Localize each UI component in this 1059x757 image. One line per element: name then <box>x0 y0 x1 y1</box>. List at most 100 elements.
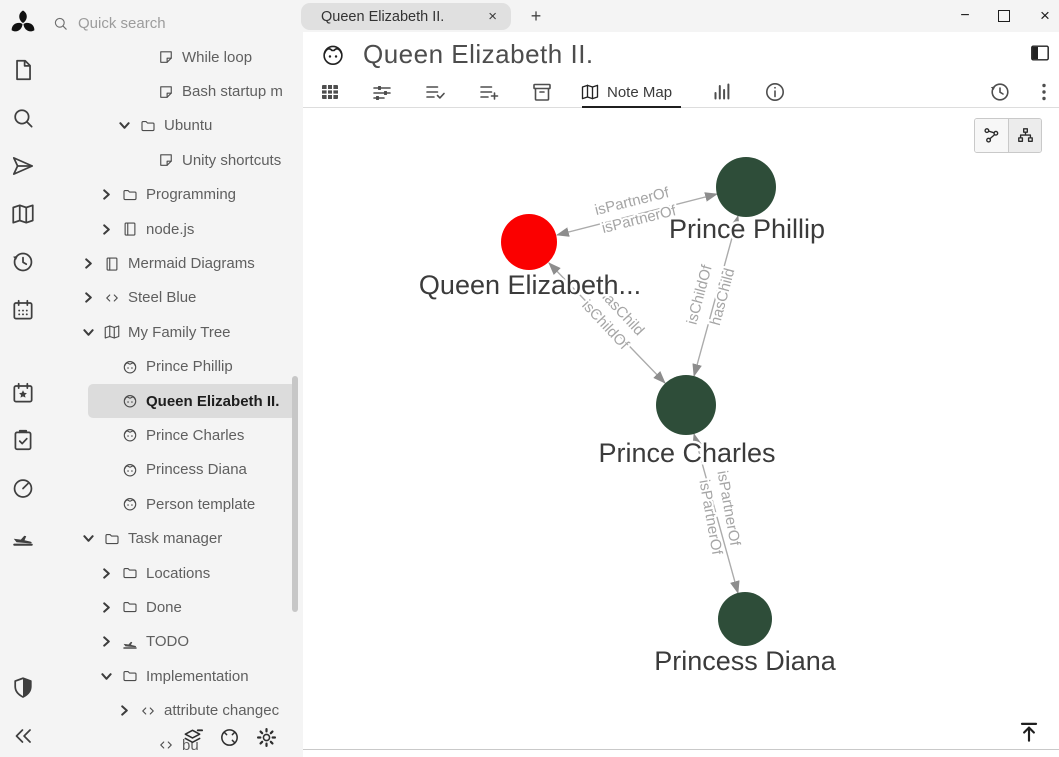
tab-file-properties[interactable] <box>529 79 555 105</box>
quick-search-input[interactable] <box>78 14 258 32</box>
tree-map-button[interactable] <box>1008 119 1041 152</box>
book-icon <box>103 255 121 273</box>
chevron-right-icon[interactable] <box>119 705 139 717</box>
tree-item-ubuntu[interactable]: Ubuntu <box>46 109 296 143</box>
tree-item-nodejs[interactable]: node.js <box>46 212 296 246</box>
tab-queen-elizabeth[interactable]: Queen Elizabeth II. × <box>301 3 511 30</box>
tree-item-attribute-changed[interactable]: attribute changec <box>46 693 296 727</box>
calendar-button[interactable] <box>10 297 36 323</box>
node-prince-phillip[interactable] <box>716 157 776 217</box>
note-title[interactable]: Queen Elizabeth II. <box>363 39 594 69</box>
family-graph[interactable]: isPartnerOf isPartnerOf hasChild isChild… <box>303 109 1059 749</box>
chevron-right-icon[interactable] <box>101 189 121 201</box>
calendar-events-button[interactable] <box>10 380 36 406</box>
tab-basic-properties[interactable] <box>369 79 395 105</box>
kebab-menu-button[interactable] <box>1031 79 1057 105</box>
face-icon <box>121 461 139 479</box>
jump-to-note-button[interactable] <box>10 153 36 179</box>
face-icon <box>121 495 139 513</box>
new-tab-button[interactable]: + <box>530 5 542 26</box>
tree-item-while-loop[interactable]: While loop <box>46 40 296 74</box>
note-title-row: Queen Elizabeth II. <box>303 32 1059 76</box>
tree-item-task-manager[interactable]: Task manager <box>46 521 296 555</box>
protected-session-button[interactable] <box>10 675 36 701</box>
toggle-right-pane-icon[interactable] <box>1029 43 1051 63</box>
scroll-to-top-button[interactable] <box>1016 719 1046 747</box>
tab-similar-notes[interactable] <box>709 79 735 105</box>
chevron-right-icon <box>137 86 157 98</box>
tree-item-implementation[interactable]: Implementation <box>46 659 296 693</box>
tree-item-done[interactable]: Done <box>46 590 296 624</box>
tree-item-label: Implementation <box>146 667 249 685</box>
note-revisions-button[interactable] <box>987 79 1013 105</box>
chevron-down-icon[interactable] <box>83 326 103 338</box>
tree-item-person-template[interactable]: Person template <box>46 487 296 521</box>
note-pane: Queen Elizabeth II. Note Map <box>303 32 1059 757</box>
tree-item-programming[interactable]: Programming <box>46 178 296 212</box>
settings-gear-button[interactable] <box>255 726 278 749</box>
tree-item-steel-blue[interactable]: Steel Blue <box>46 281 296 315</box>
target-button[interactable] <box>218 726 241 749</box>
book-icon <box>121 220 139 238</box>
tab-owned-attributes[interactable] <box>317 79 343 105</box>
tree-scrollbar[interactable] <box>292 376 298 612</box>
link-map-button[interactable] <box>975 119 1008 152</box>
note-map-button[interactable] <box>10 201 36 227</box>
chevron-down-icon[interactable] <box>101 670 121 682</box>
new-note-button[interactable] <box>10 57 36 83</box>
tab-close-icon[interactable]: × <box>488 8 497 25</box>
recent-changes-button[interactable] <box>10 249 36 275</box>
window-minimize-button[interactable]: − <box>960 7 970 24</box>
chevron-right-icon[interactable] <box>101 567 121 579</box>
task-list-button[interactable] <box>10 427 36 453</box>
plane-icon <box>121 633 139 651</box>
chevron-right-icon[interactable] <box>101 636 121 648</box>
tab-note-info[interactable] <box>762 79 788 105</box>
folder-icon <box>121 564 139 582</box>
collapse-sidebar-button[interactable] <box>10 723 36 749</box>
graph-nodes[interactable] <box>501 157 776 646</box>
tree-item-locations[interactable]: Locations <box>46 556 296 590</box>
layers-button[interactable] <box>181 726 204 749</box>
tree-item-label: Bash startup m <box>182 83 283 101</box>
tree-item-prince-phillip[interactable]: Prince Phillip <box>46 350 296 384</box>
note-map-icon <box>580 82 600 102</box>
tree-item-label: attribute changec <box>164 702 280 720</box>
tree-item-my-family-tree[interactable]: My Family Tree <box>46 315 296 349</box>
dashboard-button[interactable] <box>10 475 36 501</box>
chevron-right-icon <box>101 464 121 476</box>
tree-item-label: Ubuntu <box>164 117 213 135</box>
node-prince-charles[interactable] <box>656 375 716 435</box>
window-close-button[interactable]: × <box>1040 6 1050 25</box>
tree-item-unity-shortcuts[interactable]: Unity shortcuts <box>46 143 296 177</box>
quick-search[interactable] <box>52 8 292 38</box>
tab-list-check[interactable] <box>422 79 448 105</box>
tree-item-mermaid-diagrams[interactable]: Mermaid Diagrams <box>46 246 296 280</box>
folder-icon <box>103 530 121 548</box>
chevron-right-icon[interactable] <box>101 601 121 613</box>
tree-item-todo[interactable]: TODO <box>46 625 296 659</box>
tree-item-queen-elizabeth[interactable]: Queen Elizabeth II. <box>88 383 296 419</box>
chevron-right-icon[interactable] <box>83 292 103 304</box>
chevron-right-icon[interactable] <box>101 223 121 235</box>
chevron-down-icon[interactable] <box>119 120 139 132</box>
tree-item-prince-charles[interactable]: Prince Charles <box>46 418 296 452</box>
chevron-down-icon[interactable] <box>83 533 103 545</box>
note-icon <box>157 83 175 101</box>
search-button[interactable] <box>10 105 36 131</box>
node-princess-diana[interactable] <box>718 592 772 646</box>
tab-list-plus[interactable] <box>476 79 502 105</box>
tree-item-princess-diana[interactable]: Princess Diana <box>46 453 296 487</box>
node-queen-elizabeth[interactable] <box>501 214 557 270</box>
window-maximize-button[interactable] <box>991 6 1017 26</box>
note-map-canvas[interactable]: isPartnerOf isPartnerOf hasChild isChild… <box>303 109 1059 749</box>
tree-item-label: Princess Diana <box>146 461 247 479</box>
chevron-right-icon[interactable] <box>83 258 103 270</box>
ribbon-toolbar: Note Map <box>303 76 1059 108</box>
travel-button[interactable] <box>10 523 36 549</box>
tree-item-label: Prince Phillip <box>146 358 233 376</box>
tab-note-map[interactable]: Note Map <box>580 79 672 105</box>
tree-item-bash-startup[interactable]: Bash startup m <box>46 74 296 108</box>
active-tab-underline <box>582 105 681 108</box>
